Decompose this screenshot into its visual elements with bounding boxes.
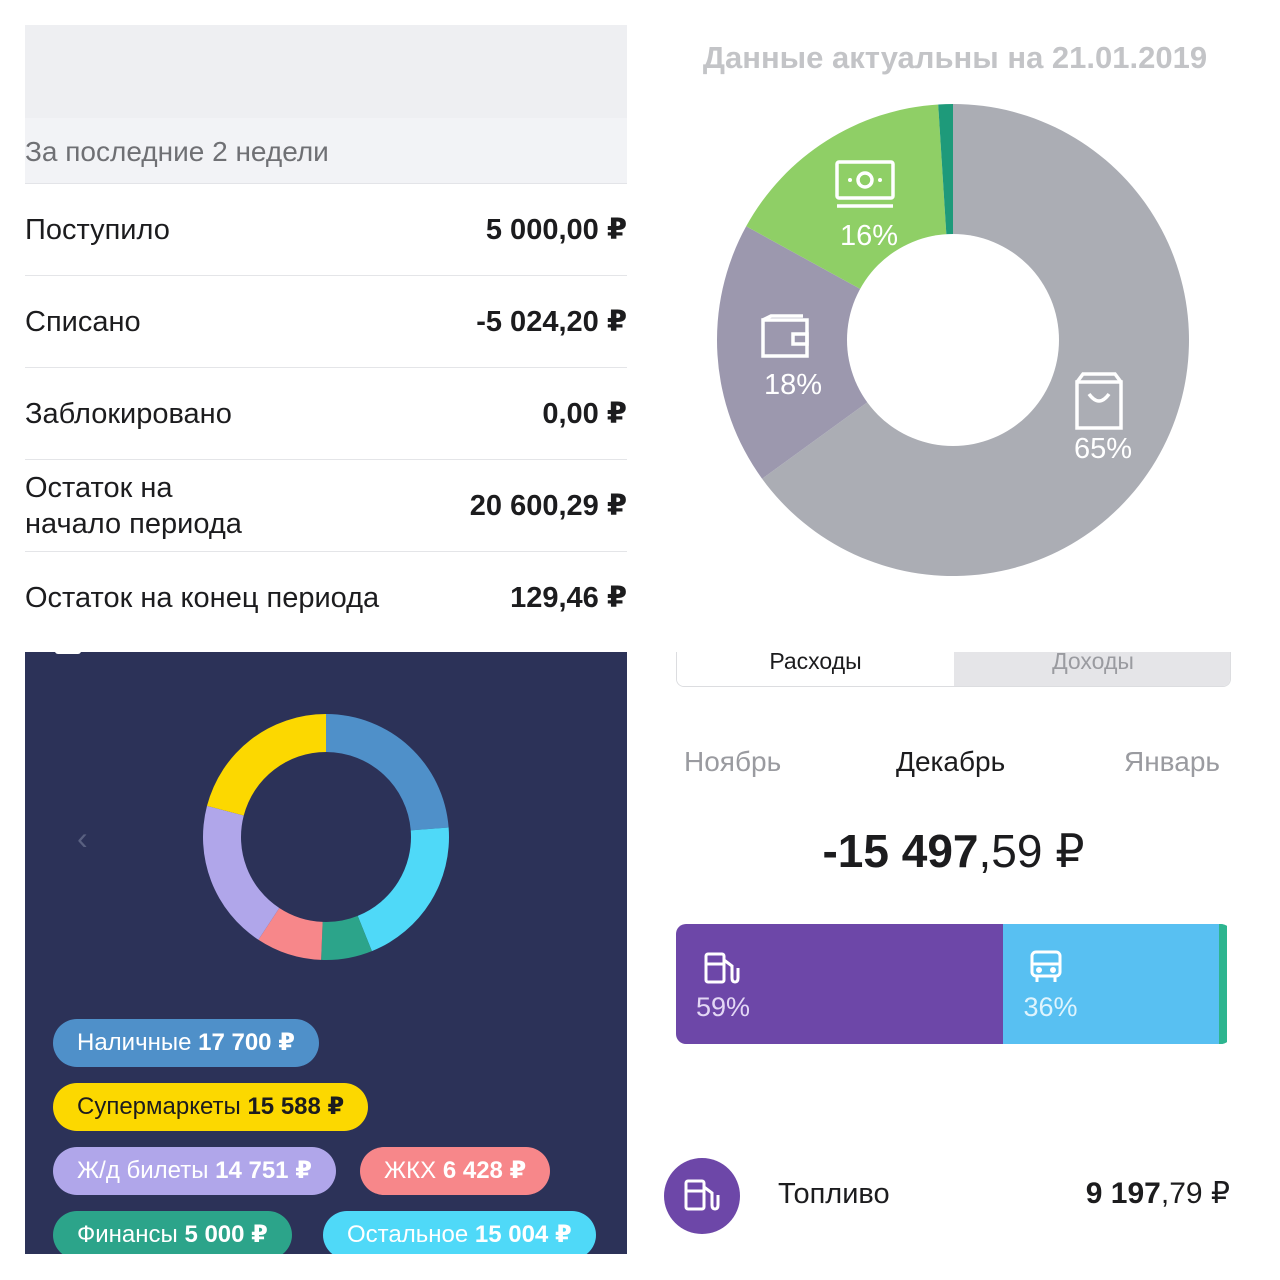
row-label: Остаток на конец периода [25,582,380,614]
category-pill-supermarkets[interactable]: Супермаркеты 15 588 ₽ [53,1083,369,1131]
cash-icon [835,160,895,208]
pill-amount: 17 700 ₽ [198,1029,295,1056]
ring-segment-1[interactable] [357,827,449,952]
wallet-icon [761,314,809,358]
row-value: 129,46 ₽ [510,582,627,614]
total-fraction: ,59 ₽ [978,825,1085,877]
checkbox[interactable] [55,652,81,654]
category-pill-cash[interactable]: Наличные 17 700 ₽ [53,1019,319,1067]
month-current[interactable]: Декабрь [896,746,1006,777]
category-pill-other[interactable]: Остальное 15 004 ₽ [323,1211,596,1254]
pill-amount: 5 000 ₽ [184,1221,268,1248]
expense-income-toggle: Расходы Доходы [676,652,1231,687]
bag-icon [1075,372,1123,430]
summary-row-received: Поступило 5 000,00 ₽ [25,184,627,276]
bar-percent-fuel: 59% [696,992,751,1022]
row-value: 0,00 ₽ [542,398,627,430]
summary-row-blocked: Заблокировано 0,00 ₽ [25,368,627,460]
month-next[interactable]: Январь [1124,746,1220,777]
row-value: 20 600,29 ₽ [469,490,627,522]
wallet-percent-label: 18% [764,369,822,401]
row-label: Заблокировано [25,398,232,430]
fuel-category-avatar [664,1158,740,1234]
pill-label: Финансы [77,1221,178,1248]
tab-expenses[interactable]: Расходы [677,652,954,686]
fuel-icon [704,952,740,984]
category-pill-finance[interactable]: Финансы 5 000 ₽ [53,1211,292,1254]
pill-label: Ж/д билеты [77,1157,209,1184]
summary-row-opening-balance: Остаток на начало периода 20 600,29 ₽ [25,460,627,552]
pill-label: Остальное [347,1221,469,1248]
ring-segment-0[interactable] [326,714,449,831]
pill-label: Наличные [77,1029,192,1056]
ring-segment-2[interactable] [321,915,372,960]
category-ring-chart [203,714,449,960]
category-amount: 9 197,79 ₽ [990,1176,1230,1211]
tab-income[interactable]: Доходы [954,652,1230,686]
total-integer: -15 497 [822,825,979,877]
donut-hole [847,234,1059,446]
pill-label: ЖКХ [384,1157,437,1184]
bar-segment-other[interactable] [1218,924,1227,1044]
pill-amount: 14 751 ₽ [215,1157,312,1184]
cash-percent-label: 16% [840,220,898,252]
bar-percent-transport: 36% [1023,992,1078,1022]
donut-slice-bag-icon[interactable] [762,104,1189,576]
donut-slice-other[interactable] [938,104,953,236]
row-label: Поступило [25,214,170,246]
category-name[interactable]: Топливо [778,1178,890,1210]
bar-segment-fuel[interactable]: 59% [676,924,1004,1044]
row-label-line1: Остаток на [25,472,173,504]
expense-donut-chart: 16% 18% 65% [717,104,1189,576]
pill-amount: 15 588 ₽ [247,1093,345,1120]
month-total: -15 497,59 ₽ [676,824,1231,878]
row-label-line2: начало периода [25,508,242,540]
period-header: За последние 2 недели [25,118,627,184]
bus-icon [1030,950,1062,982]
ring-segment-4[interactable] [203,805,280,940]
summary-row-closing-balance: Остаток на конец периода 129,46 ₽ [25,552,627,644]
bag-percent-label: 65% [1074,433,1132,465]
row-label: Списано [25,306,141,338]
bar-segment-transport[interactable]: 36% [1003,924,1223,1044]
row-value: -5 024,20 ₽ [476,306,627,338]
pill-label: Супермаркеты [77,1093,241,1120]
category-pill-rail-tickets[interactable]: Ж/д билеты 14 751 ₽ [53,1147,336,1195]
amount-fraction: ,79 ₽ [1160,1177,1230,1210]
pill-amount: 15 004 ₽ [474,1221,572,1248]
category-pill-utilities[interactable]: ЖКХ 6 428 ₽ [360,1147,551,1195]
period-label: За последние 2 недели [25,136,329,167]
categories-panel: ‹ Наличные 17 700 ₽ Супермаркеты 15 588 … [25,652,627,1254]
pill-amount: 6 428 ₽ [442,1157,527,1184]
summary-header [25,25,627,118]
chevron-left-icon[interactable]: ‹ [77,820,88,856]
donut-slice-wallet-icon[interactable] [717,226,869,479]
month-prev[interactable]: Ноябрь [684,746,782,777]
summary-row-debited: Списано -5 024,20 ₽ [25,276,627,368]
amount-integer: 9 197 [1085,1177,1161,1210]
fuel-icon [684,1179,720,1211]
ring-segment-3[interactable] [258,908,323,960]
ring-segment-5[interactable] [206,714,326,816]
category-share-bar: 59% 36% [676,924,1231,1044]
data-date-note: Данные актуальны на 21.01.2019 [702,40,1208,75]
row-value: 5 000,00 ₽ [485,214,627,246]
